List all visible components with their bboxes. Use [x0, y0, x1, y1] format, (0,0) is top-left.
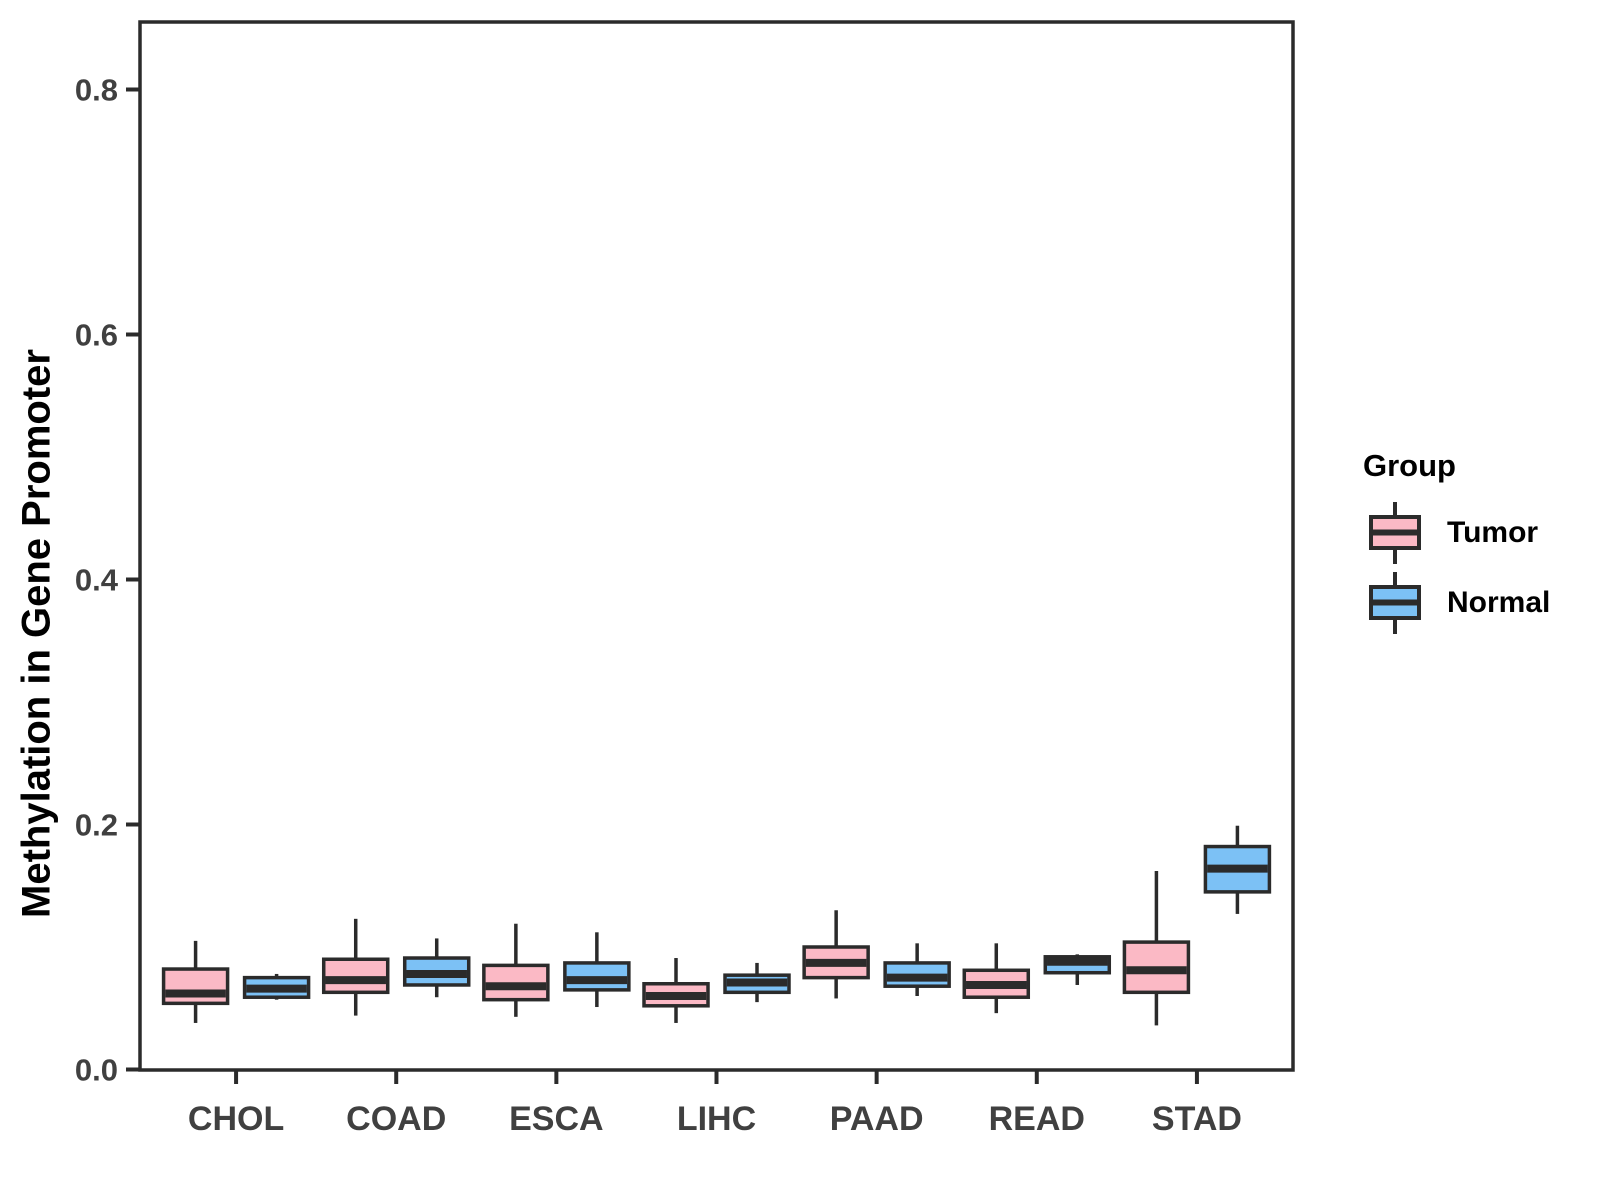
- x-category-label: CHOL: [188, 1100, 284, 1138]
- legend-label-tumor: Tumor: [1447, 516, 1539, 549]
- y-tick-label: 0.2: [75, 808, 118, 843]
- panel-border: [138, 20, 1295, 1072]
- legend: Group Tumor Normal: [1358, 448, 1550, 638]
- y-axis-title: Methylation in Gene Promoter: [14, 349, 59, 918]
- tumor-boxplot-key-icon: [1369, 502, 1421, 564]
- x-category-label: READ: [989, 1100, 1085, 1138]
- y-tick-label: 0.8: [75, 73, 118, 108]
- legend-title: Group: [1363, 448, 1456, 483]
- x-category-label: STAD: [1152, 1100, 1242, 1138]
- y-tick-label: 0.4: [75, 563, 119, 598]
- x-category-label: PAAD: [830, 1100, 924, 1138]
- legend-item-tumor: Tumor: [1358, 498, 1550, 568]
- y-tick-label: 0.6: [75, 318, 118, 353]
- box-COAD-Tumor: [321, 957, 390, 995]
- legend-item-normal: Normal: [1358, 568, 1550, 638]
- x-category-label: LIHC: [677, 1100, 756, 1138]
- x-category-label: COAD: [346, 1100, 446, 1138]
- box-CHOL-Tumor: [161, 967, 230, 1006]
- legend-label-normal: Normal: [1447, 586, 1551, 619]
- y-tick-label: 0.0: [75, 1053, 118, 1088]
- x-category-label: ESCA: [509, 1100, 603, 1138]
- normal-boxplot-key-icon: [1369, 572, 1421, 634]
